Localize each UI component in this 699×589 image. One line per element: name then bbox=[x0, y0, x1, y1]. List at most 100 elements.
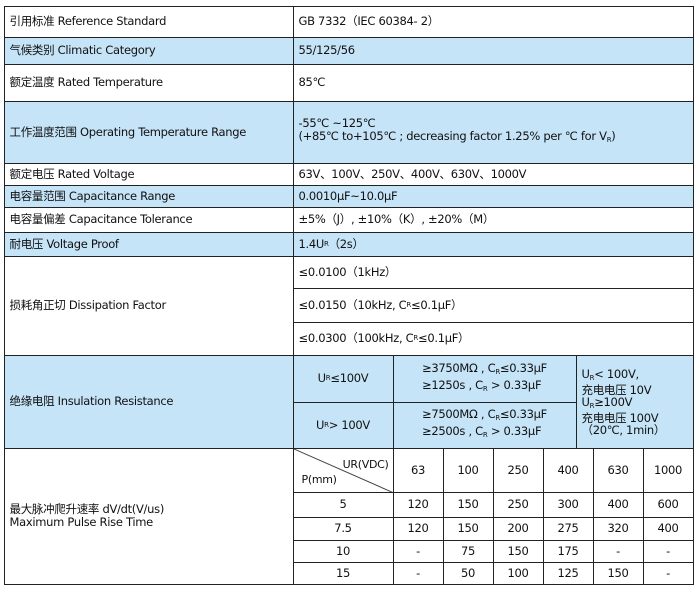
text: 125 bbox=[557, 565, 579, 580]
subscript: R bbox=[589, 373, 595, 382]
text: 电容量偏差 Capacitance Tolerance bbox=[9, 212, 193, 226]
insulation-value: ≥3750MΩ , CR≤0.33μF ≥1250s , CR > 0.33μF bbox=[392, 354, 577, 403]
subscript: R bbox=[413, 334, 418, 342]
text: 200 bbox=[507, 521, 529, 535]
text: 耐电压 Voltage Proof bbox=[9, 236, 119, 251]
pitch-cell: 15 bbox=[292, 561, 394, 585]
text: 150 bbox=[457, 497, 479, 511]
diagonal-line bbox=[293, 448, 394, 493]
text: ≤0.0300（100kHz, C bbox=[298, 331, 414, 345]
pulse-value: - bbox=[392, 539, 444, 563]
text: < 100V, bbox=[594, 366, 639, 381]
text: 120 bbox=[407, 521, 429, 535]
subscript: R bbox=[325, 374, 331, 382]
text: ≤0.1μF） bbox=[418, 331, 470, 345]
text: ) bbox=[611, 129, 616, 143]
text: - bbox=[416, 543, 420, 558]
pulse-value: 275 bbox=[542, 516, 594, 541]
pulse-value: 120 bbox=[392, 491, 444, 518]
pulse-value: 150 bbox=[442, 491, 494, 518]
pulse-value: - bbox=[592, 539, 644, 563]
text: 85℃ bbox=[298, 75, 326, 89]
text: ≤100V bbox=[330, 371, 369, 385]
pulse-value: 150 bbox=[592, 561, 644, 585]
text: - bbox=[666, 543, 670, 558]
text: - bbox=[666, 565, 670, 580]
text: 630 bbox=[607, 462, 629, 477]
text: 63V、100V、250V、400V、630V、1000V bbox=[298, 166, 527, 181]
text: 100 bbox=[457, 462, 479, 477]
row-value: -55℃ ~125℃ (+85℃ to+105℃ ; decreasing fac… bbox=[292, 100, 694, 164]
text: > 100V bbox=[328, 417, 371, 432]
text: 150 bbox=[507, 543, 529, 558]
pulse-value: 300 bbox=[542, 491, 594, 518]
pulse-value: 150 bbox=[442, 516, 494, 541]
text: 55/125/56 bbox=[298, 43, 356, 57]
text: (+85℃ to+105℃ ; decreasing factor 1.25% … bbox=[298, 129, 607, 143]
row-value: 63V、100V、250V、400V、630V、1000V bbox=[292, 162, 694, 186]
pulse-value: - bbox=[392, 561, 444, 585]
text: Maximum Pulse Rise Time bbox=[9, 515, 154, 529]
row-label: 引用标准 Reference Standard bbox=[3, 5, 294, 38]
text: 引用标准 Reference Standard bbox=[9, 14, 167, 28]
subscript: R bbox=[324, 239, 329, 248]
text: ≤0.1μF） bbox=[410, 297, 463, 312]
text: 320 bbox=[607, 521, 629, 535]
pulse-value: 50 bbox=[442, 561, 494, 585]
row-label: 电容量偏差 Capacitance Tolerance bbox=[3, 206, 294, 233]
pulse-value: - bbox=[642, 561, 694, 585]
row-value: 0.0010μF~10.0μF bbox=[292, 184, 694, 208]
pulse-value: 200 bbox=[492, 516, 544, 541]
dissipation-value: ≤0.0150（10kHz, C R ≤0.1μF） bbox=[292, 287, 694, 323]
text: 15 bbox=[335, 565, 351, 580]
text: 最大脉冲爬升速率 dV/dt(V/us) bbox=[9, 502, 165, 516]
text: 120 bbox=[407, 497, 429, 511]
pulse-value: 175 bbox=[542, 539, 594, 563]
row-label: 工作温度范围 Operating Temperature Range bbox=[3, 100, 294, 164]
insulation-condition: U R ≤100V bbox=[292, 354, 394, 403]
text: 气候类别 Climatic Category bbox=[9, 43, 156, 57]
pulse-value: 320 bbox=[592, 516, 644, 541]
text: 150 bbox=[457, 521, 479, 535]
text: 10 bbox=[335, 543, 351, 558]
subscript: R bbox=[495, 414, 500, 422]
text: 75 bbox=[460, 543, 476, 558]
text: ≥2500s , C bbox=[422, 424, 483, 438]
text: 1.4U bbox=[298, 236, 325, 251]
pitch-cell: 7.5 bbox=[292, 516, 394, 541]
text: ≤0.33μF bbox=[499, 360, 547, 375]
text: 63 bbox=[410, 462, 426, 477]
text: ≥100V bbox=[594, 394, 633, 409]
pulse-value: - bbox=[642, 539, 694, 563]
subscript: R bbox=[606, 136, 612, 144]
pulse-value: 400 bbox=[592, 491, 644, 518]
text: 5 bbox=[339, 497, 347, 511]
text: 100 bbox=[507, 565, 529, 580]
text: 充电电压 10V bbox=[581, 382, 652, 397]
text: 工作温度范围 Operating Temperature Range bbox=[9, 124, 247, 139]
voltage-header: 630 bbox=[592, 447, 644, 493]
row-label: 额定电压 Rated Voltage bbox=[3, 162, 294, 186]
text: 250 bbox=[507, 497, 529, 511]
pulse-value: 150 bbox=[492, 539, 544, 563]
subscript: R bbox=[482, 431, 488, 439]
subscript: R bbox=[324, 420, 329, 429]
text: ≤0.33μF bbox=[499, 407, 547, 421]
text: （20℃, 1min） bbox=[581, 422, 666, 437]
pulse-header-corner: UR(VDC) P(mm) bbox=[292, 447, 394, 493]
text: 1000 bbox=[653, 462, 683, 477]
text: 50 bbox=[460, 565, 476, 580]
pulse-value: 100 bbox=[492, 561, 544, 585]
subscript: R bbox=[589, 401, 595, 410]
pulse-value: 75 bbox=[442, 539, 494, 563]
row-label: 气候类别 Climatic Category bbox=[3, 36, 294, 65]
pulse-value: 400 bbox=[642, 516, 694, 541]
row-label: 电容量范围 Capacitance Range bbox=[3, 184, 294, 208]
subscript: R bbox=[482, 384, 488, 393]
text: 150 bbox=[607, 565, 629, 580]
text: > 0.33μF bbox=[487, 424, 542, 438]
row-label: 耐电压 Voltage Proof bbox=[3, 231, 294, 257]
text: 300 bbox=[557, 497, 579, 511]
text: 7.5 bbox=[334, 521, 352, 535]
